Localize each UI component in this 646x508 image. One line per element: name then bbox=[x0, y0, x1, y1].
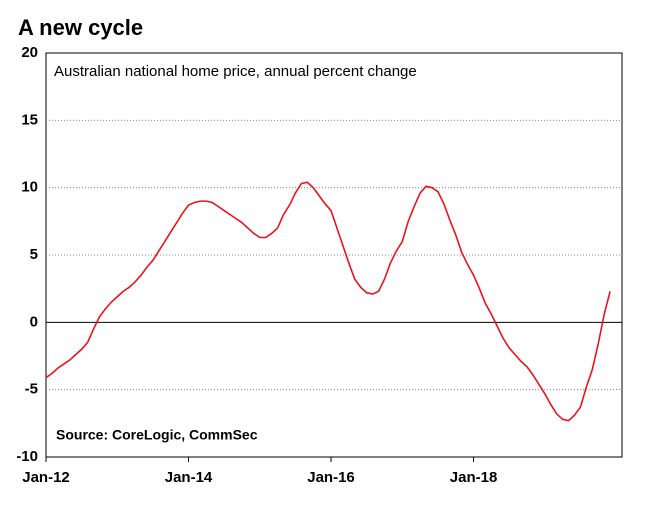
chart-title: A new cycle bbox=[18, 15, 143, 40]
y-tick-label: 0 bbox=[30, 313, 38, 330]
x-tick-label: Jan-18 bbox=[450, 469, 498, 486]
y-tick-label: -5 bbox=[25, 381, 38, 398]
chart-subtitle: Australian national home price, annual p… bbox=[54, 63, 417, 80]
source-note: Source: CoreLogic, CommSec bbox=[56, 427, 258, 443]
data-line bbox=[45, 181, 611, 422]
y-tick-label: 5 bbox=[30, 246, 38, 263]
x-tick-label: Jan-14 bbox=[165, 469, 213, 486]
x-tick-label: Jan-12 bbox=[22, 469, 70, 486]
x-tick-label: Jan-16 bbox=[307, 469, 355, 486]
y-tick-label: 10 bbox=[21, 179, 38, 196]
y-tick-label: -10 bbox=[16, 448, 38, 465]
y-tick-label: 20 bbox=[21, 44, 38, 61]
y-tick-label: 15 bbox=[21, 111, 38, 128]
